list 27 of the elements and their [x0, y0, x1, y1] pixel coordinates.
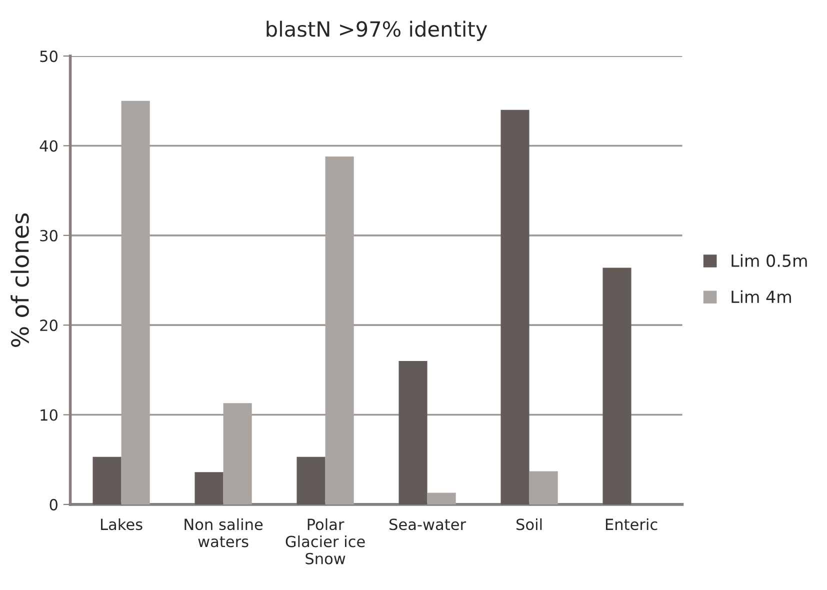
bar: [296, 456, 326, 504]
bar: [194, 472, 224, 504]
y-tick-label: 20: [40, 320, 58, 332]
y-tick-label: 40: [40, 140, 58, 152]
legend-label: Lim 0.5m: [732, 254, 807, 268]
bar: [121, 100, 150, 504]
chart-title: blastN >97% identity: [266, 20, 488, 41]
y-axis-title: % of clones: [10, 213, 29, 347]
x-tick-label: Polar Glacier ice Snow: [286, 518, 365, 564]
y-tick-label: 10: [40, 409, 58, 421]
legend-label: Lim 4m: [732, 290, 791, 303]
bar: [500, 110, 530, 504]
bar: [398, 360, 428, 504]
x-tick-label: Soil: [516, 518, 542, 530]
bar: [325, 156, 354, 504]
x-tick-label: Sea-water: [390, 518, 466, 530]
y-tick-label: 30: [40, 230, 58, 242]
x-tick-label: Lakes: [101, 518, 142, 530]
x-tick-label: Non saline waters: [184, 518, 263, 548]
bar: [529, 471, 558, 504]
x-tick-label: Enteric: [606, 518, 658, 530]
bar: [223, 403, 252, 504]
y-tick-label: 50: [40, 50, 58, 62]
bar: [92, 456, 122, 504]
y-tick-label: 0: [50, 498, 58, 510]
bar: [427, 492, 456, 504]
bar: [602, 268, 632, 504]
